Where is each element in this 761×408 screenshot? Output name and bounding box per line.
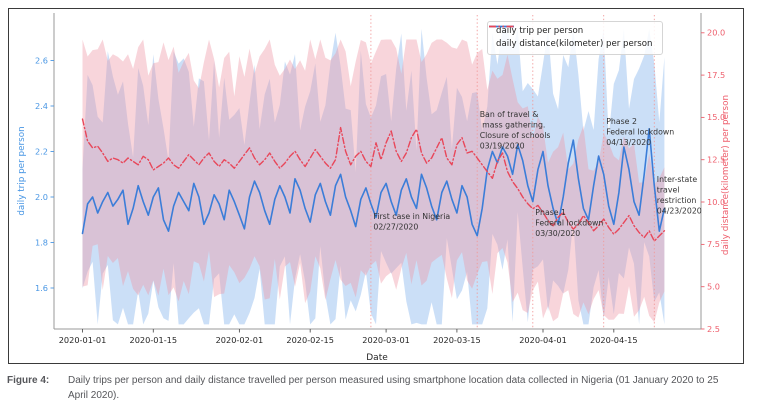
event-annotation: First case in Nigeria 02/27/2020 <box>373 212 450 232</box>
legend-item-trip: daily trip per person <box>489 25 653 36</box>
svg-text:1.6: 1.6 <box>35 283 48 293</box>
event-annotation: Ban of travel & mass gathering. Closure o… <box>480 110 551 151</box>
chart-figure: 2.6 2.4 2.2 2.0 1.8 1.6 20.0 17.5 15.0 12.5 10.0 7.… <box>8 8 744 364</box>
svg-text:2.4: 2.4 <box>35 101 48 111</box>
svg-text:2020-01-01: 2020-01-01 <box>59 335 107 345</box>
axis-spines <box>53 13 702 330</box>
svg-text:2.5: 2.5 <box>707 324 720 334</box>
x-axis-label: Date <box>366 353 388 363</box>
y-axis-label-right: daily distance(kilometer) per person <box>721 94 731 256</box>
legend-dashdot-swatch-distance <box>489 25 514 28</box>
series-distance-line <box>81 118 666 242</box>
event-annotation: Phase 2 Federal lockdown 04/13/2020 <box>606 117 674 147</box>
x-axis-ticks: 2020-01-01 2020-01-15 2020-02-01 2020-02-15… <box>59 329 638 345</box>
svg-text:2.2: 2.2 <box>35 146 48 156</box>
svg-text:2020-01-15: 2020-01-15 <box>130 335 178 345</box>
figure-caption-text: Daily trips per person and daily distanc… <box>68 375 719 401</box>
svg-text:2.6: 2.6 <box>35 55 48 65</box>
svg-text:20.0: 20.0 <box>707 28 725 38</box>
legend-label-distance: daily distance(kilometer) per person <box>496 39 653 49</box>
svg-text:7.5: 7.5 <box>707 239 720 249</box>
svg-text:17.5: 17.5 <box>707 70 725 80</box>
chart-legend: daily trip per person daily distance(kil… <box>487 21 663 55</box>
y-axis-left-ticks: 2.6 2.4 2.2 2.0 1.8 1.6 <box>35 55 54 293</box>
figure-caption: Figure 4: Daily trips per person and dai… <box>7 374 755 403</box>
trip-confidence-band <box>82 28 665 325</box>
svg-text:1.8: 1.8 <box>35 237 48 247</box>
series-trip-line <box>81 128 666 237</box>
svg-text:2020-04-15: 2020-04-15 <box>590 335 638 345</box>
svg-text:2020-02-01: 2020-02-01 <box>216 335 264 345</box>
y-axis-right-ticks: 20.0 17.5 15.0 12.5 10.0 7.5 5.0 2.5 <box>701 28 725 334</box>
svg-text:2020-03-01: 2020-03-01 <box>362 335 410 345</box>
legend-item-distance: daily distance(kilometer) per person <box>489 25 653 49</box>
svg-text:2020-02-15: 2020-02-15 <box>286 335 334 345</box>
legend-label-trip: daily trip per person <box>496 26 584 36</box>
svg-text:15.0: 15.0 <box>707 112 725 122</box>
line-chart: 2.6 2.4 2.2 2.0 1.8 1.6 20.0 17.5 15.0 12.5 10.0 7.… <box>35 13 725 345</box>
svg-text:5.0: 5.0 <box>707 282 720 292</box>
figure-caption-label: Figure 4: <box>7 375 50 386</box>
svg-text:10.0: 10.0 <box>707 197 725 207</box>
svg-text:2020-03-15: 2020-03-15 <box>433 335 481 345</box>
svg-text:2.0: 2.0 <box>35 192 48 202</box>
event-annotation: Inter-state travel restriction 04/23/2020 <box>657 175 702 216</box>
svg-text:2020-04-01: 2020-04-01 <box>519 335 567 345</box>
svg-text:12.5: 12.5 <box>707 155 725 165</box>
y-axis-label-left: daily trip per person <box>17 126 27 216</box>
event-annotation: Phase 1 Federal lockdown 03/30/2020 <box>535 208 603 238</box>
distance-confidence-band <box>82 39 665 323</box>
